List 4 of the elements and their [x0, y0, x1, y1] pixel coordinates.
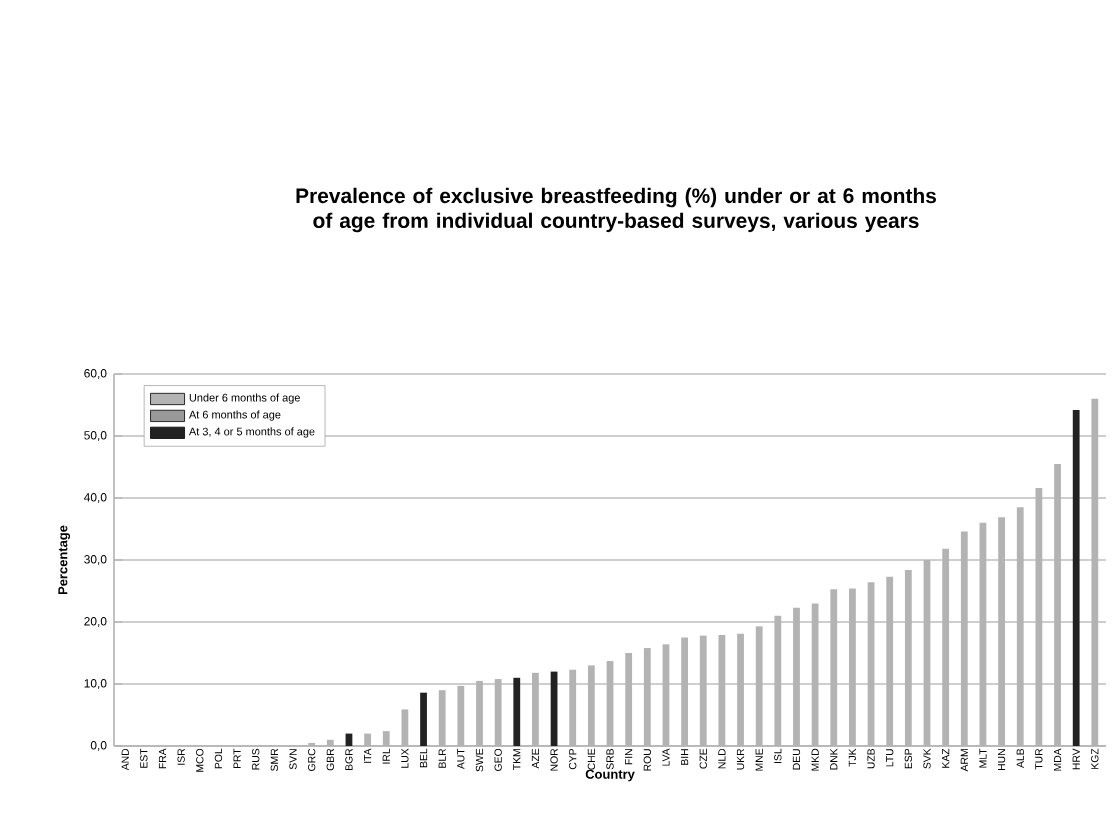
- bar: [1072, 409, 1080, 746]
- bar: [420, 692, 427, 746]
- chart-title: Prevalence of exclusive breastfeeding (%) under or at 6 months of age from individual country-based surveys, various years: [296, 187, 936, 233]
- bar: [513, 677, 521, 746]
